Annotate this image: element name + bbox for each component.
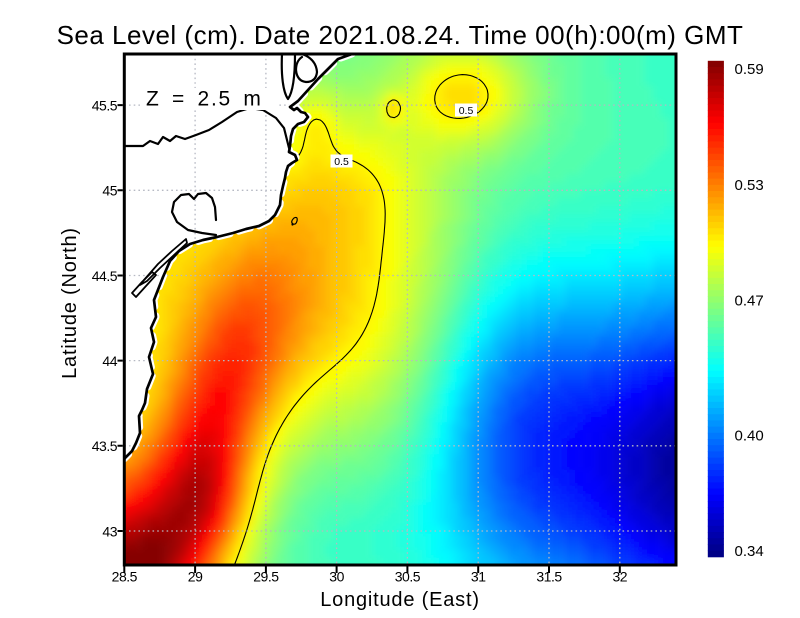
svg-text:0.47: 0.47: [735, 292, 764, 309]
svg-text:43.5: 43.5: [92, 438, 118, 454]
svg-text:0.59: 0.59: [735, 61, 764, 78]
svg-text:0.53: 0.53: [735, 177, 764, 194]
svg-text:45: 45: [102, 183, 117, 199]
svg-text:Sea Level (cm). Date 2021.08.2: Sea Level (cm). Date 2021.08.24. Time 00…: [57, 20, 744, 50]
svg-text:31: 31: [471, 569, 486, 585]
svg-text:45.5: 45.5: [92, 97, 118, 113]
svg-text:Z = 2.5 m: Z = 2.5 m: [146, 88, 263, 111]
svg-text:32: 32: [613, 569, 628, 585]
svg-text:30.5: 30.5: [395, 569, 421, 585]
svg-text:29.5: 29.5: [253, 569, 279, 585]
svg-text:0.5: 0.5: [334, 156, 349, 168]
svg-text:31.5: 31.5: [536, 569, 562, 585]
svg-text:30: 30: [329, 569, 344, 585]
svg-text:44: 44: [102, 353, 117, 369]
svg-text:28.5: 28.5: [112, 569, 138, 585]
svg-text:0.40: 0.40: [735, 427, 764, 444]
svg-text:Latitude (North): Latitude (North): [59, 227, 81, 379]
svg-text:29: 29: [188, 569, 203, 585]
svg-text:0.34: 0.34: [735, 543, 764, 560]
svg-text:0.5: 0.5: [459, 105, 474, 117]
svg-text:44.5: 44.5: [92, 268, 118, 284]
svg-text:43: 43: [102, 523, 117, 539]
svg-text:Longitude (East): Longitude (East): [320, 589, 480, 611]
